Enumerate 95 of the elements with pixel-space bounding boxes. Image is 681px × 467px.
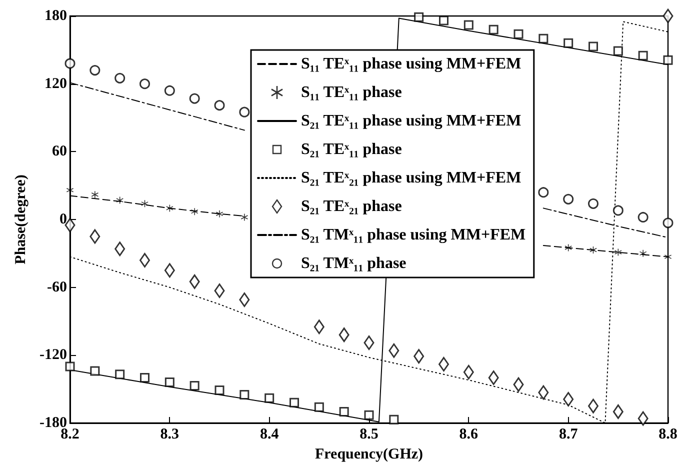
point xyxy=(164,378,174,388)
point xyxy=(588,398,598,414)
point xyxy=(140,252,150,268)
point xyxy=(638,212,648,222)
point xyxy=(189,274,200,289)
point xyxy=(612,205,624,216)
point xyxy=(488,370,499,386)
legend-label: S₂₁ TEˣ₁₁ phase using MM+FEM xyxy=(301,112,522,130)
point xyxy=(662,8,674,24)
y-tick-label: 0 xyxy=(60,212,67,228)
point xyxy=(314,320,324,334)
x-tick-label: 8.5 xyxy=(360,426,378,442)
y-tick-label: 120 xyxy=(44,76,67,92)
x-axis-title: Frequency(GHz) xyxy=(314,446,424,462)
point xyxy=(638,50,648,60)
point xyxy=(240,214,248,221)
point xyxy=(439,16,448,26)
point xyxy=(640,250,647,257)
legend-label: S₂₁ TMˣ₁₁ phase xyxy=(301,255,406,272)
point xyxy=(90,65,100,76)
point xyxy=(614,248,622,256)
y-tick-label: 180 xyxy=(44,8,67,24)
point xyxy=(414,12,424,22)
point xyxy=(214,100,225,111)
point xyxy=(240,390,250,400)
point xyxy=(114,242,126,256)
point xyxy=(189,93,200,104)
point xyxy=(538,385,549,400)
point xyxy=(64,218,76,232)
point xyxy=(588,42,598,52)
point xyxy=(588,198,598,209)
x-tick-label: 8.4 xyxy=(260,426,280,442)
point xyxy=(438,356,449,372)
legend-label: S₂₁ TEˣ₁₁ phase xyxy=(301,141,402,158)
x-tick-label: 8.7 xyxy=(558,426,578,442)
point xyxy=(140,78,150,90)
point xyxy=(90,366,100,376)
point xyxy=(638,411,648,426)
point xyxy=(339,406,349,416)
point xyxy=(264,393,274,403)
y-axis-title: Phase(degree) xyxy=(13,174,30,264)
point xyxy=(538,187,549,198)
point xyxy=(115,370,125,380)
point xyxy=(563,392,574,407)
point xyxy=(214,283,225,298)
point xyxy=(513,377,524,392)
point xyxy=(564,244,572,252)
point xyxy=(114,72,126,84)
point xyxy=(166,204,174,212)
legend-label: S₂₁ TEˣ₂₁ phase using MM+FEM xyxy=(301,170,522,186)
point xyxy=(164,85,175,96)
point xyxy=(364,335,374,350)
point xyxy=(488,24,498,34)
y-tick-label: -60 xyxy=(47,279,67,296)
point xyxy=(590,246,597,254)
point xyxy=(613,46,623,56)
legend-label: S₁₁ TEˣ₁₁ phase xyxy=(301,84,402,101)
point xyxy=(314,402,324,412)
point xyxy=(463,364,474,380)
point xyxy=(65,362,75,372)
point xyxy=(563,194,574,204)
point xyxy=(214,385,224,395)
legend-label: S₂₁ TEˣ₂₁ phase xyxy=(301,198,402,215)
point xyxy=(91,191,98,198)
point xyxy=(239,106,250,118)
point xyxy=(239,292,250,308)
point xyxy=(90,229,100,244)
point xyxy=(464,20,474,30)
point xyxy=(564,38,574,48)
y-tick-label: -120 xyxy=(40,347,67,364)
point xyxy=(190,380,200,390)
point xyxy=(662,218,674,228)
legend-label: S₁₁ TEˣ₁₁ phase using MM+FEM xyxy=(301,56,522,72)
point xyxy=(140,373,150,383)
point xyxy=(290,398,299,408)
point xyxy=(216,210,223,218)
x-tick-label: 8.6 xyxy=(459,426,479,442)
point xyxy=(116,196,124,204)
point xyxy=(538,34,548,44)
point xyxy=(164,263,175,278)
point xyxy=(388,343,400,358)
x-tick-label: 8.8 xyxy=(658,426,678,442)
point xyxy=(64,58,76,69)
point xyxy=(364,410,374,420)
legend-label: S₂₁ TMˣ₁₁ phase using MM+FEM xyxy=(301,226,526,244)
x-tick-label: 8.2 xyxy=(60,426,80,442)
x-tick-label: 8.3 xyxy=(160,426,180,442)
point xyxy=(514,29,524,39)
point xyxy=(338,328,350,342)
point xyxy=(663,55,673,65)
point xyxy=(191,208,198,216)
point xyxy=(612,404,624,419)
point xyxy=(389,414,399,424)
point xyxy=(414,349,424,364)
y-tick-label: 60 xyxy=(52,144,67,160)
